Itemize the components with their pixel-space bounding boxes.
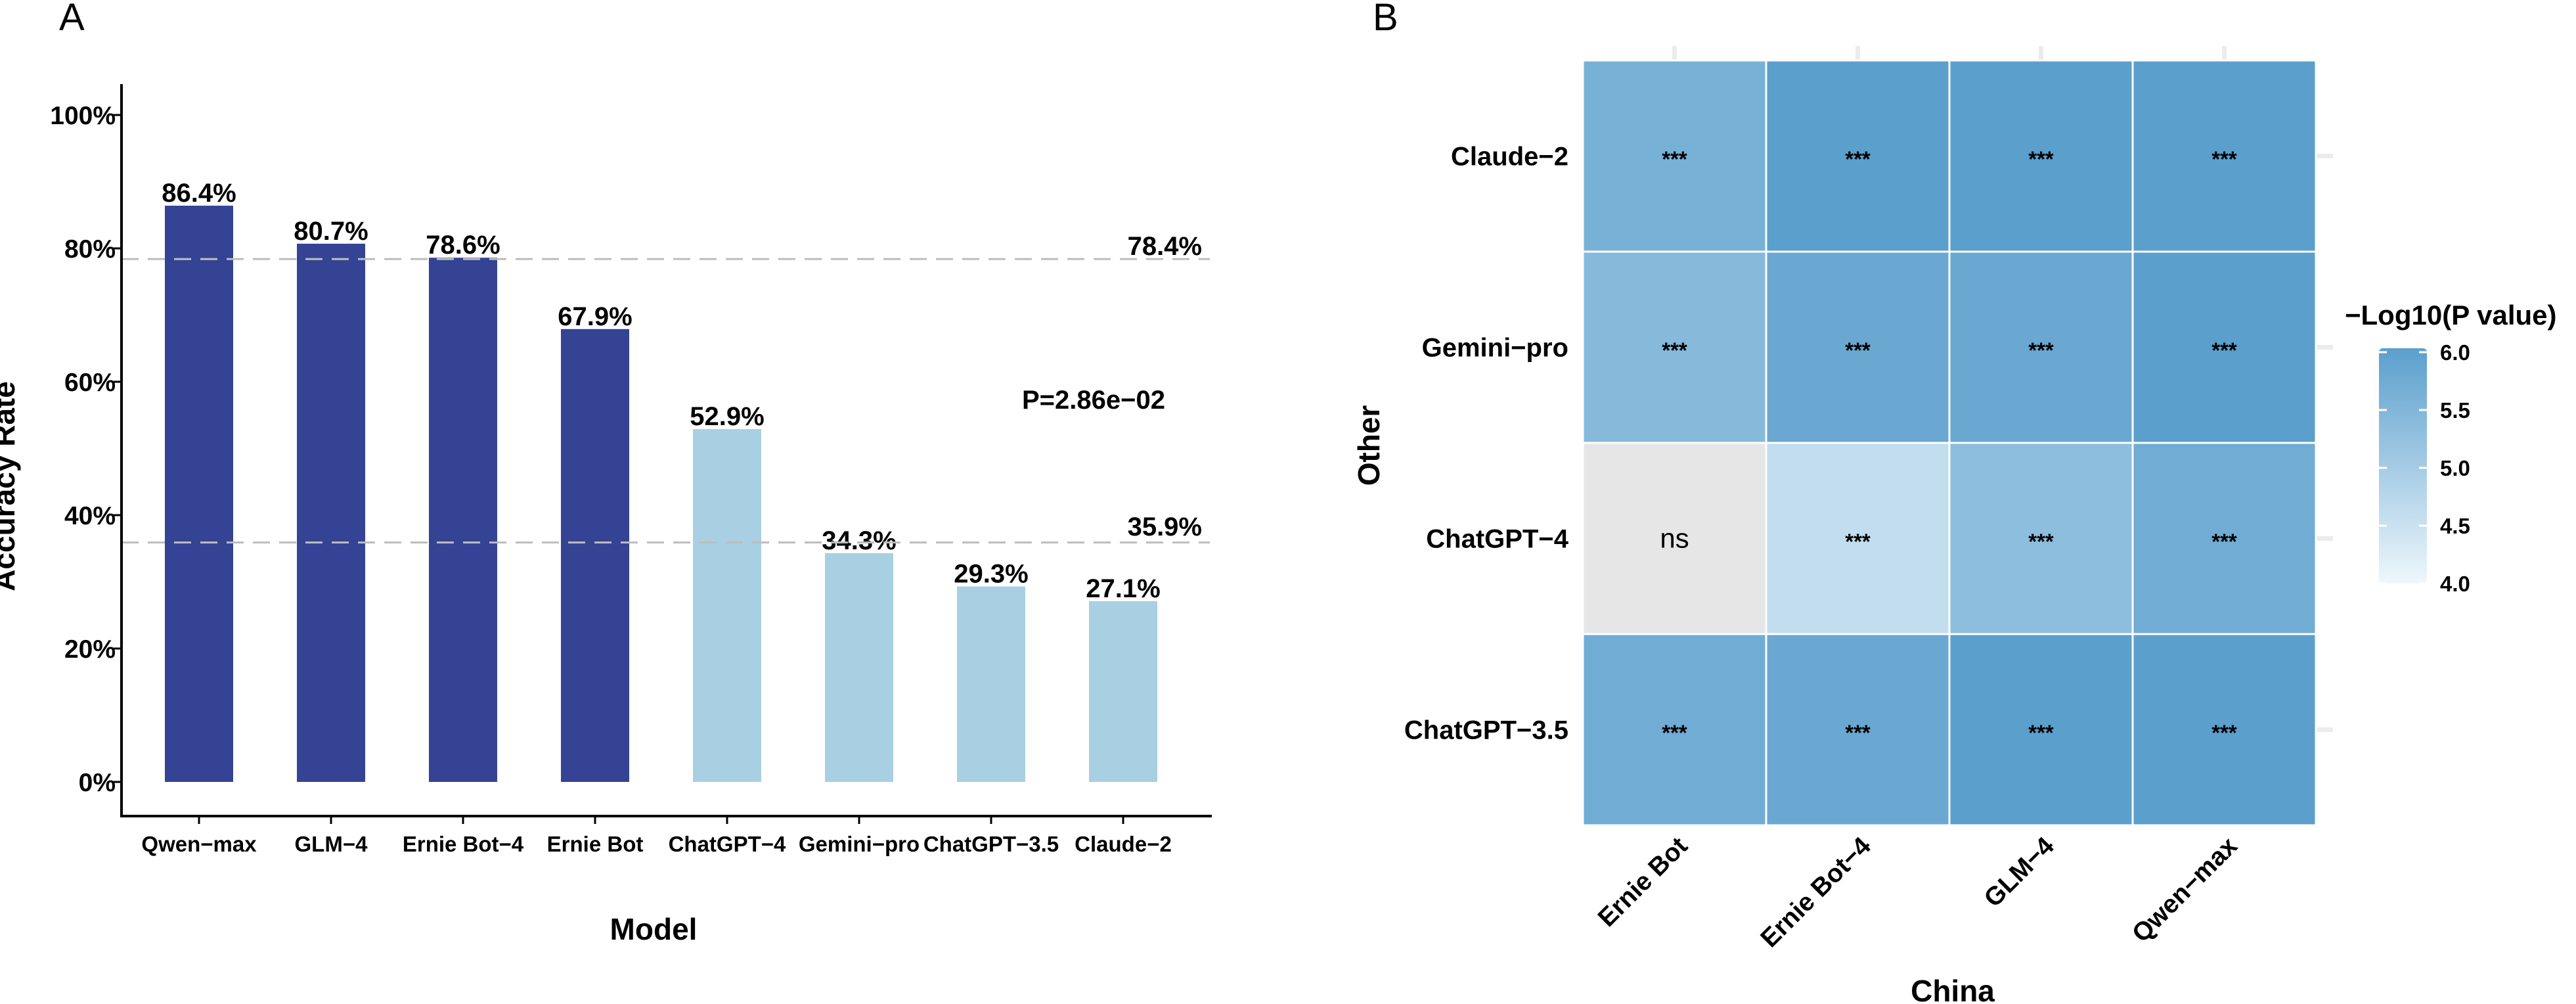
heatmap-cell-label: *** [2028, 530, 2054, 554]
x-tick-label: Ernie Bot [547, 832, 644, 856]
x-tick-label: ChatGPT−4 [669, 832, 786, 856]
legend-tick-label: 5.0 [2440, 456, 2470, 480]
heatmap-row-label: ChatGPT−3.5 [1404, 716, 1568, 745]
x-tick-label: GLM−4 [295, 832, 368, 856]
heatmap-cell-label: *** [1662, 721, 1687, 745]
heatmap-x-axis-title: China [1911, 974, 1995, 1004]
bars-layer: 86.4% 80.7% 78.6% 67.9% 52.9% 34.3% 29.3% 27.1% [162, 179, 1161, 783]
heatmap-cell [1582, 633, 1767, 827]
heatmap-cell [2131, 59, 2317, 253]
heatmap-cell [2131, 250, 2317, 444]
bar-value-label: 67.9% [558, 302, 632, 331]
heatmap-cell [1582, 442, 1767, 635]
heatmap-cell [1582, 250, 1767, 444]
y-tick-label: 100% [50, 102, 116, 130]
heatmap-cell-label: *** [1662, 338, 1687, 363]
heatmap-y-axis-title: Other [1352, 405, 1386, 486]
x-tick-label: Gemini−pro [799, 832, 920, 856]
bar-chart-panel: A Accuracy Rate Model 86.4% 80.7% 78.6% 67.… [0, 0, 1212, 946]
heatmap-cell-label: *** [1845, 530, 1871, 554]
y-tick-label: 60% [64, 369, 116, 397]
heatmap-column-label: Ernie Bot [1593, 832, 1693, 932]
ref-line-high-label: 78.4% [1128, 232, 1202, 261]
heatmap-cell-label: *** [1845, 338, 1871, 363]
heatmap-cell [2131, 633, 2317, 827]
heatmap-cell-label: *** [1845, 721, 1871, 745]
heatmap-cell-label: *** [2028, 147, 2054, 171]
bar-value-label: 86.4% [162, 179, 236, 208]
x-tick-label: Qwen−max [141, 832, 257, 856]
heatmap-cell-label: *** [2211, 147, 2237, 171]
heatmap-cell [1765, 633, 1951, 827]
bar [693, 429, 761, 782]
legend-tick-label: 6.0 [2440, 340, 2470, 365]
bar [165, 206, 233, 782]
heatmap-cell-label: *** [2211, 530, 2237, 554]
heatmap-cell-label: *** [2211, 338, 2237, 363]
legend-tick-label: 4.0 [2440, 572, 2470, 596]
legend-tick-label: 5.5 [2440, 398, 2470, 422]
heatmap-cell [1948, 633, 2134, 827]
panel-a-label: A [59, 0, 85, 39]
bar [825, 553, 893, 782]
heatmap-row-label: ChatGPT−4 [1426, 525, 1568, 554]
bar [1089, 601, 1157, 782]
bar-value-label: 52.9% [690, 402, 764, 431]
x-axis-title: Model [610, 912, 698, 946]
y-tick-label: 80% [64, 235, 116, 263]
heatmap-tick-marks [1672, 46, 2333, 732]
y-tick-label: 0% [79, 769, 116, 797]
heatmap-cell-label: *** [2211, 721, 2237, 745]
legend-tick-label: 4.5 [2440, 514, 2470, 538]
heatmap-cell-label: *** [1662, 147, 1687, 171]
heatmap-cell [1948, 250, 2134, 444]
bar [561, 329, 629, 782]
heatmap-column-label: GLM−4 [1979, 832, 2060, 913]
bar [429, 258, 497, 783]
x-ticks: Qwen−max GLM−4 Ernie Bot−4 Ernie Bot ChatGPT… [141, 816, 1172, 856]
heatmap-cell-label: *** [2028, 721, 2054, 745]
y-axis-title: Accuracy Rate [0, 381, 21, 591]
color-legend: −Log10(P value) 6.0 5.5 5.0 4.5 4.0 [2345, 300, 2557, 596]
heatmap-cell-label: *** [1845, 147, 1871, 171]
bar-value-label: 27.1% [1086, 574, 1160, 603]
bar-value-label: 78.6% [426, 231, 500, 260]
bar [957, 586, 1025, 782]
legend-title: −Log10(P value) [2345, 300, 2557, 331]
heatmap-cell [1765, 59, 1951, 253]
bar [297, 243, 365, 782]
y-tick-label: 20% [64, 635, 116, 664]
heatmap-column-label: Qwen−max [2127, 832, 2243, 948]
y-tick-label: 40% [64, 502, 116, 530]
heatmap-cell [1765, 442, 1951, 635]
legend-colorbar [2379, 348, 2427, 583]
heatmap-column-label: Ernie Bot−4 [1755, 832, 1876, 953]
bar-value-label: 34.3% [822, 526, 896, 555]
bar-value-label: 80.7% [294, 217, 368, 246]
heatmap-column-labels: Ernie Bot Ernie Bot−4 GLM−4 Qwen−max [1593, 832, 2243, 953]
heatmap-row-label: Claude−2 [1451, 143, 1568, 171]
x-tick-label: Ernie Bot−4 [403, 832, 524, 856]
legend-ticks: 6.0 5.5 5.0 4.5 4.0 [2379, 340, 2470, 596]
reference-lines-layer [122, 258, 1210, 544]
heatmap-panel: B *** *** *** ****** *** *** ***ns *** *** ******… [1352, 0, 2557, 1004]
heatmap-cell [1948, 442, 2134, 635]
x-tick-label: ChatGPT−3.5 [923, 832, 1059, 856]
heatmap-cell-label: *** [2028, 338, 2054, 363]
heatmap-cell [2131, 442, 2317, 635]
heatmap-cells: *** *** *** *** *** *** *** *** ns *** *** *** *** **… [1582, 59, 2317, 827]
heatmap-row-labels: Claude−2 Gemini−pro ChatGPT−4 ChatGPT−3.5 [1404, 143, 1569, 745]
y-ticks: 0% 20% 40% 60% 80% 100% [50, 102, 122, 797]
x-tick-label: Claude−2 [1075, 832, 1172, 856]
heatmap-row-label: Gemini−pro [1422, 334, 1568, 363]
bar-value-label: 29.3% [954, 560, 1028, 589]
p-value-annotation: P=2.86e−02 [1022, 386, 1165, 415]
panel-b-label: B [1373, 0, 1398, 39]
ref-line-low-label: 35.9% [1128, 513, 1202, 541]
heatmap-cell-label: ns [1660, 523, 1689, 554]
heatmap-cell [1948, 59, 2134, 253]
